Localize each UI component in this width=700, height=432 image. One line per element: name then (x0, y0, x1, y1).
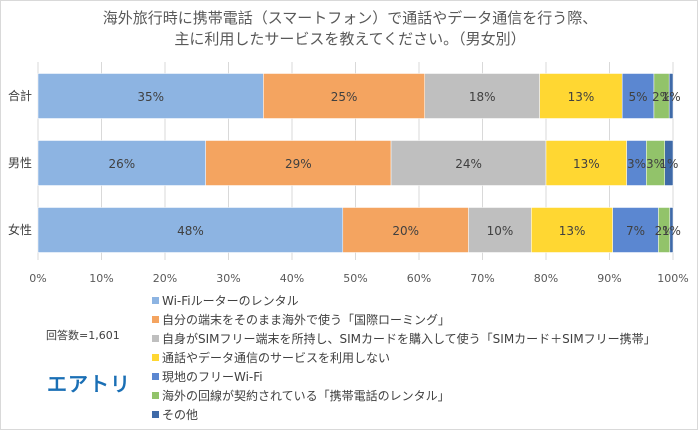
legend-label: 現地のフリーWi-Fi (162, 370, 263, 384)
category-label: 男性 (8, 156, 32, 170)
data-label: 29% (285, 157, 312, 171)
bar-segment (342, 207, 469, 253)
data-label: 13% (568, 90, 595, 104)
bar-segment (37, 207, 344, 253)
legend-label: その他 (162, 408, 199, 422)
data-label: 1% (659, 157, 678, 171)
data-label: 24% (455, 157, 482, 171)
data-label: 13% (559, 224, 586, 238)
brand-logo: エアトリ (47, 372, 131, 396)
legend-label: 海外の回線が契約されている「携帯電話のレンタル」 (162, 389, 450, 403)
data-label: 26% (108, 157, 135, 171)
data-label: 3% (646, 157, 665, 171)
legend-label: 自身がSIMフリー端末を所持し、SIMカードを購入して使う「SIMカード＋SIM… (162, 332, 656, 346)
bar-segment (668, 73, 674, 119)
x-tick-labels: 0% 10% 20% 30% 40% 50% 60% 70% 80% 90% 100% (29, 272, 688, 285)
bar-segment (468, 207, 532, 253)
bar-segment (539, 73, 623, 119)
bar-segment (390, 140, 547, 186)
x-tick-label: 80% (534, 272, 558, 285)
bar-segment (205, 140, 392, 186)
data-label: 2% (655, 224, 674, 238)
legend-swatch (152, 354, 159, 361)
legend: Wi-Fiルーターのレンタル自分の端末をそのまま海外で使う「国際ローミング」自身… (152, 292, 656, 425)
legend-swatch (152, 335, 159, 342)
x-tick-label: 30% (216, 272, 240, 285)
data-label: 5% (629, 90, 648, 104)
legend-swatch (152, 373, 159, 380)
x-tick-label: 50% (343, 272, 367, 285)
category-label: 合計 (8, 88, 32, 103)
bar-segment (612, 207, 659, 253)
legend-item: 海外の回線が契約されている「携帯電話のレンタル」 (152, 387, 656, 406)
data-label: 13% (573, 157, 600, 171)
legend-item: Wi-Fiルーターのレンタル (152, 292, 656, 311)
data-label: 10% (487, 224, 514, 238)
data-label: 35% (137, 90, 164, 104)
data-label: 48% (177, 224, 204, 238)
x-tick-label: 40% (280, 272, 304, 285)
x-tick-label: 20% (153, 272, 177, 285)
category-label: 女性 (8, 222, 32, 237)
x-tick-label: 70% (470, 272, 494, 285)
legend-label: 自分の端末をそのまま海外で使う「国際ローミング」 (162, 313, 451, 327)
data-label: 2% (652, 90, 671, 104)
legend-item: 自分の端末をそのまま海外で使う「国際ローミング」 (152, 311, 656, 330)
legend-item: 現地のフリーWi-Fi (152, 368, 656, 387)
x-tick-label: 90% (597, 272, 621, 285)
sample-size-note: 回答数=1,601 (46, 329, 120, 342)
bar-segment (424, 73, 540, 119)
legend-label: Wi-Fiルーターのレンタル (162, 294, 299, 308)
chart-title-line1: 海外旅行時に携帯電話（スマートフォン）で通話やデータ通信を行う際、 (102, 9, 598, 27)
legend-swatch (152, 411, 159, 418)
legend-item: その他 (152, 406, 656, 425)
bar-segment (263, 73, 425, 119)
data-label: 7% (626, 224, 645, 238)
bar-segment (37, 73, 264, 119)
legend-label: 通話やデータ通信のサービスを利用しない (162, 351, 391, 365)
data-label: 1% (662, 224, 681, 238)
bar-segment (669, 207, 674, 253)
chart-title-line2: 主に利用したサービスを教えてください。（男女別） (174, 30, 526, 48)
bar-segment (531, 207, 613, 253)
bar-segment (664, 140, 674, 186)
stacked-bar-chart: 35% 25% 18% 13% 5% 2%1%26% 29% 24% 13% 3% 3%1%48% 2… (8, 62, 689, 285)
x-tick-label: 0% (29, 272, 46, 285)
x-tick-label: 60% (407, 272, 431, 285)
legend-item: 自身がSIMフリー端末を所持し、SIMカードを購入して使う「SIMカード＋SIM… (152, 330, 656, 349)
data-label: 20% (392, 224, 419, 238)
data-label: 18% (469, 90, 496, 104)
data-label: 3% (627, 157, 646, 171)
data-label: 25% (331, 90, 358, 104)
x-tick-label: 10% (89, 272, 113, 285)
legend-item: 通話やデータ通信のサービスを利用しない (152, 349, 656, 368)
x-tick-label: 100% (657, 272, 688, 285)
data-label: 1% (662, 90, 681, 104)
bar-segment (37, 140, 206, 186)
bar-groups: 35% 25% 18% 13% 5% 2%1%26% 29% 24% 13% 3% 3%1%48% 2… (37, 73, 681, 253)
legend-swatch (152, 316, 159, 323)
legend-swatch (152, 392, 159, 399)
legend-swatch (152, 297, 159, 304)
